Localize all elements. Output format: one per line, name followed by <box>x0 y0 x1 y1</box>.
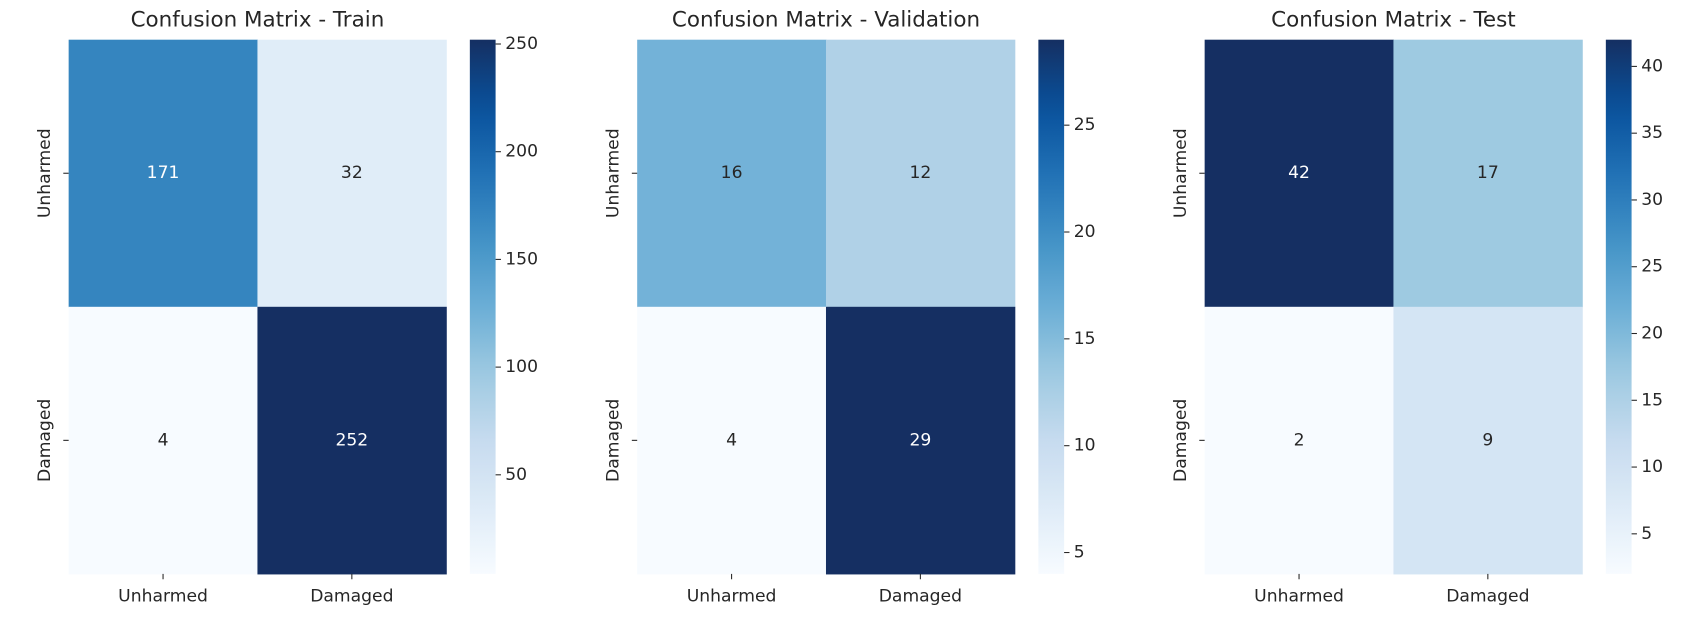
x-tick-label: Damaged <box>1446 586 1529 606</box>
colorbar-tick-label: 20 <box>1641 324 1663 344</box>
cell-label: 252 <box>335 430 368 450</box>
y-tick-label: Damaged <box>35 399 55 482</box>
heatmap-cell <box>257 306 447 575</box>
heatmap-cell <box>1393 306 1583 575</box>
colorbar-tick-label: 250 <box>505 34 538 54</box>
cell-label: 16 <box>721 163 743 183</box>
heatmap-cell <box>1204 306 1394 575</box>
cell-label: 2 <box>1294 430 1305 450</box>
colorbar-tick-label: 25 <box>1641 257 1663 277</box>
heatmap-cell <box>1204 39 1394 308</box>
cell-label: 32 <box>341 163 363 183</box>
colorbar-tick-label: 5 <box>1641 524 1652 544</box>
chart-title: Confusion Matrix - Test <box>1271 7 1516 32</box>
colorbar-tick-label: 15 <box>1074 329 1096 349</box>
cell-label: 4 <box>726 430 737 450</box>
colorbar <box>469 39 496 574</box>
y-tick-label: Unharmed <box>35 128 55 218</box>
y-tick-label: Unharmed <box>604 128 624 218</box>
colorbar-tick-label: 30 <box>1641 190 1663 210</box>
cell-label: 17 <box>1477 163 1499 183</box>
heatmap-cell <box>637 39 827 308</box>
colorbar-tick-label: 15 <box>1641 390 1663 410</box>
colorbar-tick-label: 40 <box>1641 56 1663 76</box>
heatmap-cell <box>68 306 258 575</box>
colorbar-tick-label: 35 <box>1641 123 1663 143</box>
chart-title: Confusion Matrix - Train <box>131 7 385 32</box>
cell-label: 42 <box>1288 163 1310 183</box>
heatmap-cell <box>1393 39 1583 308</box>
colorbar <box>1038 39 1065 574</box>
cell-label: 171 <box>147 163 180 183</box>
chart-title: Confusion Matrix - Validation <box>672 7 980 32</box>
x-tick-label: Damaged <box>310 586 393 606</box>
heatmap-cell <box>637 306 827 575</box>
x-tick-label: Damaged <box>879 586 962 606</box>
cell-label: 4 <box>158 430 169 450</box>
x-tick-label: Unharmed <box>687 586 777 606</box>
colorbar-tick-label: 20 <box>1074 222 1096 242</box>
heatmap-cell <box>68 39 258 308</box>
colorbar-tick-label: 10 <box>1074 436 1096 456</box>
colorbar-tick-label: 200 <box>505 142 538 162</box>
cell-label: 29 <box>909 430 931 450</box>
colorbar-tick-label: 10 <box>1641 457 1663 477</box>
y-tick-label: Unharmed <box>1171 128 1191 218</box>
cell-label: 12 <box>909 163 931 183</box>
colorbar-tick-label: 150 <box>505 249 538 269</box>
colorbar <box>1605 39 1632 574</box>
x-tick-label: Unharmed <box>118 586 208 606</box>
heatmap-cell <box>825 306 1016 575</box>
cell-label: 9 <box>1482 430 1493 450</box>
colorbar-tick-label: 100 <box>505 357 538 377</box>
y-tick-label: Damaged <box>1171 399 1191 482</box>
heatmap-cell <box>825 39 1016 308</box>
x-tick-label: Unharmed <box>1254 586 1344 606</box>
colorbar-tick-label: 50 <box>505 465 527 485</box>
colorbar-tick-label: 25 <box>1074 115 1096 135</box>
y-tick-label: Damaged <box>604 399 624 482</box>
colorbar-tick-label: 5 <box>1074 543 1085 563</box>
heatmap-cell <box>257 39 447 308</box>
